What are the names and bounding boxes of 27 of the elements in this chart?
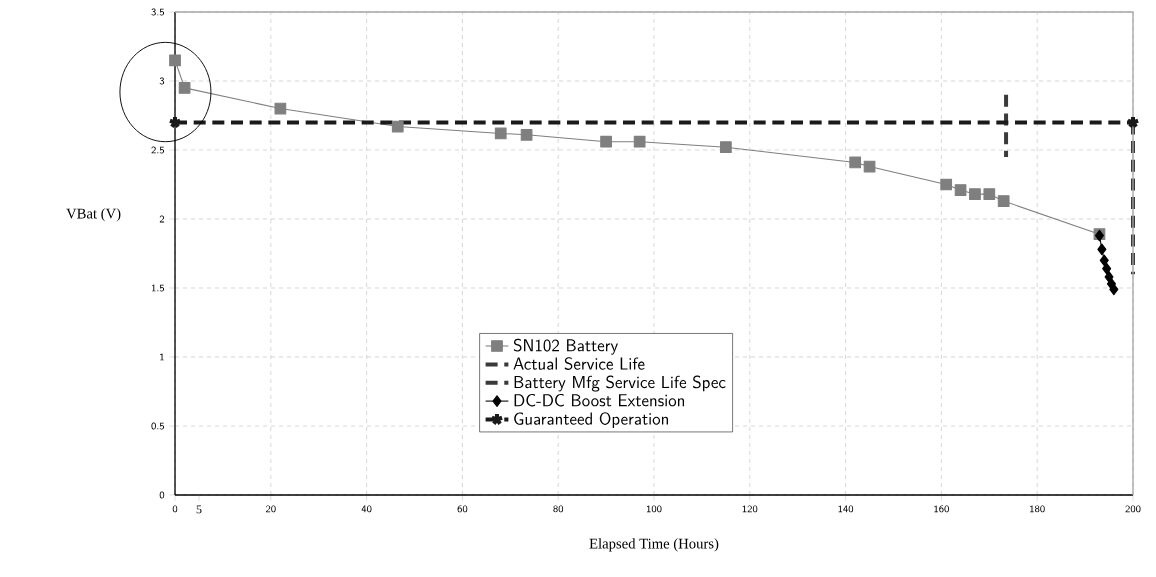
legend-label: SN102 Battery (513, 338, 618, 355)
legend-label: Guaranteed Operation (514, 412, 668, 428)
y-tick-label: 2.5 (151, 146, 165, 154)
x-tick-label: 40 (361, 505, 372, 513)
y-tick-label: 0.5 (151, 422, 165, 430)
x-tick-label: 5 (196, 505, 202, 514)
legend-label: Battery Mfg Service Life Spec (514, 375, 726, 392)
x-tick-label: 180 (1030, 505, 1045, 513)
legend-label: Actual Service Life (513, 357, 645, 370)
x-tick-label: 20 (265, 505, 276, 513)
x-tick-label: 140 (838, 505, 854, 513)
x-tick-label: 60 (457, 505, 468, 513)
y-tick-label: 3 (159, 77, 165, 85)
x-tick-label: 80 (553, 505, 564, 513)
y-tick-label: 3.5 (151, 8, 165, 16)
x-tick-label: 120 (742, 505, 758, 513)
legend-label: DC-DC Boost Extension (514, 393, 685, 407)
y-tick-label: 2 (159, 215, 165, 223)
y-axis-title: VBat (V) (66, 208, 121, 222)
y-tick-label: 1 (160, 353, 164, 361)
x-tick-label: 100 (646, 505, 662, 513)
y-tick-label: 0 (159, 491, 165, 499)
x-axis-title: Elapsed Time (Hours) (589, 538, 719, 552)
y-tick-label: 1.5 (151, 284, 165, 292)
x-tick-label: 0 (172, 505, 178, 513)
x-tick-label: 200 (1125, 505, 1141, 513)
x-tick-label: 160 (934, 505, 949, 513)
